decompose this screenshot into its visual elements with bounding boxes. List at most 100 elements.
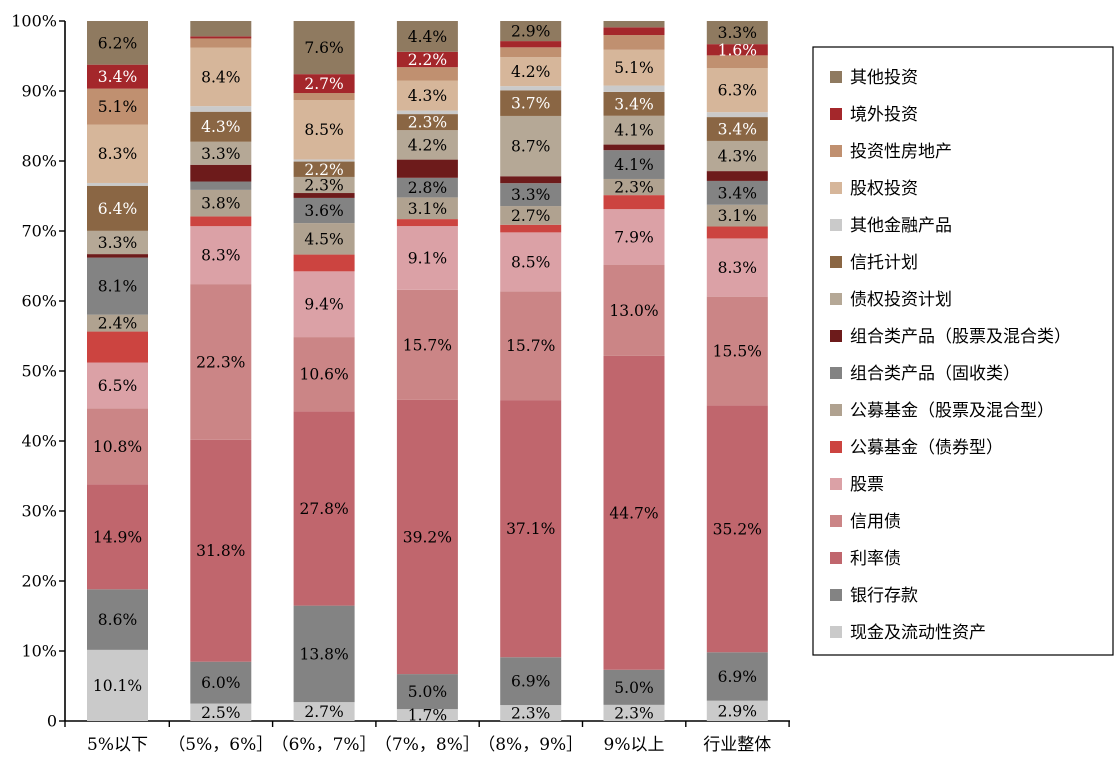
data-label: 5.0%	[408, 683, 447, 701]
data-label: 6.3%	[718, 82, 757, 100]
data-label: 2.9%	[718, 702, 757, 720]
bar-segment	[87, 484, 148, 590]
bar-segment	[706, 67, 768, 113]
bar-segment	[87, 331, 148, 363]
data-label: 2.2%	[304, 161, 343, 179]
bar-segment	[706, 204, 768, 227]
data-label: 10.1%	[93, 677, 142, 695]
bar-segment	[87, 185, 148, 231]
bar-segment	[396, 114, 458, 131]
data-label: 1.6%	[718, 41, 757, 59]
bar-segment	[87, 124, 148, 183]
legend-label: 其他投资	[850, 68, 918, 88]
bar-segment	[603, 264, 665, 356]
x-tick-label: （7%，8%］	[375, 735, 480, 755]
data-label: 6.0%	[201, 674, 240, 692]
data-label: 8.3%	[718, 259, 757, 277]
legend-label: 信用债	[850, 512, 901, 532]
y-tick-label: 70%	[21, 222, 57, 241]
bar-segment	[706, 296, 768, 406]
bar-segment	[500, 224, 562, 233]
data-label: 4.3%	[718, 148, 757, 166]
bar-segment	[706, 405, 768, 653]
bar-segment	[603, 195, 665, 210]
data-label: 6.4%	[98, 200, 137, 218]
data-label: 4.1%	[614, 156, 653, 174]
bar-segment	[500, 291, 562, 401]
data-label: 7.9%	[614, 228, 653, 246]
data-label: 4.2%	[511, 63, 550, 81]
data-label: 5.0%	[614, 679, 653, 697]
bar-segment	[706, 238, 768, 297]
data-label: 2.7%	[304, 703, 343, 721]
legend-swatch	[830, 330, 842, 342]
data-label: 1.7%	[408, 707, 447, 725]
data-label: 8.5%	[304, 121, 343, 139]
bar-segment	[500, 57, 562, 87]
bar-segment	[293, 605, 355, 703]
y-tick-label: 30%	[21, 502, 57, 521]
bar-segment	[87, 88, 148, 125]
bar-segment	[293, 197, 355, 224]
legend-label: 其他金融产品	[850, 216, 952, 236]
bar-segment	[293, 21, 355, 75]
bar-segment	[396, 21, 458, 52]
bar-segment	[293, 159, 355, 162]
data-label: 6.9%	[718, 668, 757, 686]
bar-segment	[706, 117, 768, 141]
bar-segment	[190, 141, 252, 165]
bar-segment	[87, 314, 148, 332]
bar-segment	[603, 21, 665, 28]
data-label: 13.0%	[609, 302, 658, 320]
bar-segment	[396, 110, 458, 115]
bar-segment	[293, 337, 355, 412]
data-label: 2.3%	[614, 179, 653, 197]
data-label: 31.8%	[196, 542, 245, 560]
bar-segment	[500, 47, 562, 58]
bar-segment	[293, 223, 355, 255]
bar-segment	[396, 709, 458, 721]
legend-label: 组合类产品（固收类）	[850, 364, 1020, 384]
legend-label: 组合类产品（股票及混合类）	[850, 327, 1071, 347]
data-label: 3.4%	[718, 121, 757, 139]
y-tick-label: 50%	[21, 362, 57, 381]
y-tick-label: 60%	[21, 292, 57, 311]
bar-segment	[396, 219, 458, 227]
data-label: 35.2%	[713, 520, 762, 538]
bar-segment	[603, 115, 665, 145]
data-label: 13.8%	[299, 645, 348, 663]
bar-segment	[293, 176, 355, 194]
bar-segment	[87, 649, 148, 721]
axes: 0 10% 20% 30% 40% 50% 60% 70% 80% 90% 100% 5%以下 （5%，…	[11, 12, 790, 755]
bar-segment	[500, 90, 562, 116]
bar-segment	[190, 111, 252, 142]
bar-segment	[603, 144, 665, 151]
y-tick-label: 40%	[21, 432, 57, 451]
legend-swatch	[830, 478, 842, 490]
data-label: 44.7%	[609, 504, 658, 522]
legend-label: 利率债	[850, 549, 901, 569]
data-label: 2.4%	[98, 315, 137, 333]
legend-label: 股票	[850, 475, 884, 495]
data-label: 4.1%	[614, 122, 653, 140]
legend-swatch	[830, 145, 842, 157]
data-label: 3.6%	[304, 202, 343, 220]
bar-segment	[396, 674, 458, 710]
bar-segment	[603, 85, 665, 92]
bar-segment	[500, 176, 562, 184]
x-tick-label: 5%以下	[87, 735, 148, 755]
data-label: 8.1%	[98, 278, 137, 296]
data-label: 6.5%	[98, 377, 137, 395]
legend-swatch	[830, 626, 842, 638]
x-tick-label: （5%，6%］	[168, 735, 273, 755]
bar-segment	[603, 669, 665, 705]
bar-segment	[603, 150, 665, 179]
bar-segment	[603, 704, 665, 721]
data-label: 2.8%	[408, 179, 447, 197]
data-label: 8.3%	[98, 145, 137, 163]
y-tick-label: 20%	[21, 572, 57, 591]
legend-box	[812, 46, 1114, 656]
bar-segment	[603, 178, 665, 196]
y-tick-label: 100%	[11, 12, 57, 31]
data-label: 2.7%	[511, 207, 550, 225]
